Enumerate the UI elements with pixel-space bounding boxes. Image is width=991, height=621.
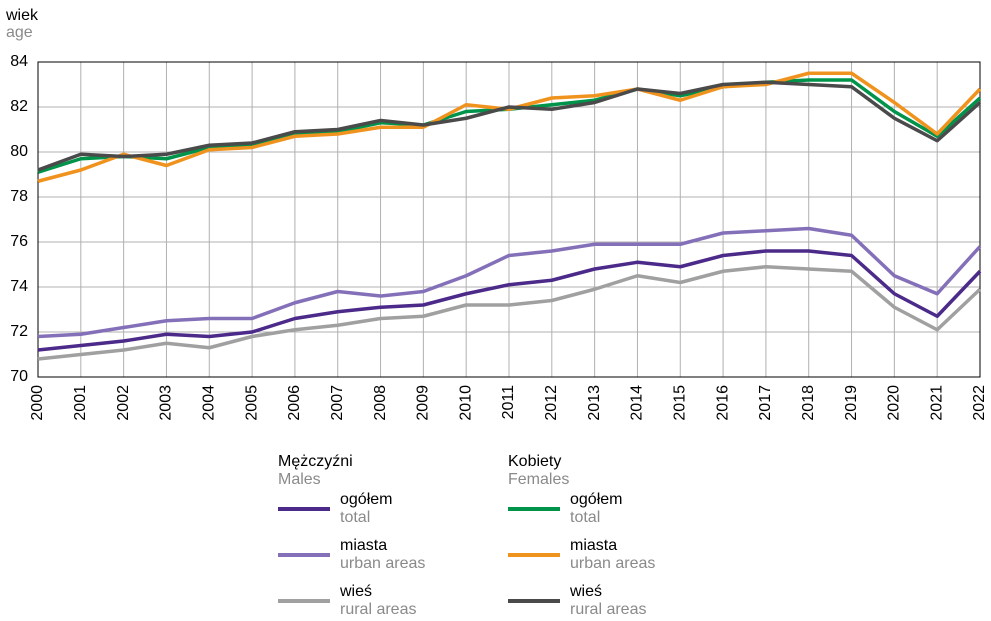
legend-label-en: total — [340, 509, 370, 526]
y-tick-label: 76 — [10, 233, 28, 250]
legend-label: wieś — [339, 583, 372, 600]
x-tick-label: 2021 — [928, 385, 945, 421]
x-tick-label: 2006 — [286, 385, 303, 421]
legend-group-subtitle: Males — [278, 471, 321, 488]
legend-group-title: Mężczyźni — [278, 453, 353, 470]
x-tick-label: 2019 — [843, 385, 860, 421]
y-axis-label-en: age — [6, 24, 33, 41]
legend-label: ogółem — [340, 491, 392, 508]
x-tick-label: 2009 — [415, 385, 432, 421]
plot-frame — [37, 61, 981, 378]
x-tick-label: 2016 — [714, 385, 731, 421]
y-tick-label: 72 — [10, 323, 28, 340]
legend-label: miasta — [570, 537, 617, 554]
y-tick-label: 70 — [10, 368, 28, 385]
legend-group-title: Kobiety — [508, 453, 561, 470]
x-tick-label: 2020 — [886, 385, 903, 421]
legend-label: wieś — [569, 583, 602, 600]
x-tick-label: 2013 — [586, 385, 603, 421]
series-line — [37, 226, 982, 339]
x-tick-label: 2002 — [115, 385, 132, 421]
y-tick-label: 74 — [10, 278, 28, 295]
y-tick-label: 84 — [10, 53, 28, 70]
series-line — [37, 265, 982, 361]
y-axis-label: wiek — [5, 7, 39, 24]
x-tick-label: 2011 — [500, 385, 517, 420]
x-tick-label: 2014 — [629, 385, 646, 421]
legend-label-en: urban areas — [570, 555, 655, 572]
x-tick-label: 2000 — [29, 385, 46, 421]
y-tick-label: 80 — [10, 143, 28, 160]
series-line — [37, 249, 982, 352]
series-line — [37, 80, 982, 172]
y-tick-label: 82 — [10, 98, 28, 115]
x-tick-label: 2003 — [158, 385, 175, 421]
legend-label-en: total — [570, 509, 600, 526]
x-tick-label: 2018 — [800, 385, 817, 421]
x-tick-label: 2005 — [243, 385, 260, 421]
legend-label-en: rural areas — [340, 601, 416, 618]
x-tick-label: 2012 — [543, 385, 560, 421]
legend-group-subtitle: Females — [508, 471, 569, 488]
x-tick-label: 2022 — [971, 385, 988, 421]
y-tick-label: 78 — [10, 188, 28, 205]
legend-label-en: rural areas — [570, 601, 646, 618]
x-tick-label: 2007 — [329, 385, 346, 421]
legend-label: miasta — [340, 537, 387, 554]
x-tick-label: 2010 — [457, 385, 474, 421]
legend-label-en: urban areas — [340, 555, 425, 572]
series-line — [37, 71, 982, 183]
x-tick-label: 2004 — [200, 385, 217, 421]
x-tick-label: 2015 — [671, 385, 688, 421]
x-tick-label: 2017 — [757, 385, 774, 421]
x-tick-label: 2008 — [372, 385, 389, 421]
legend-label: ogółem — [570, 491, 622, 508]
x-tick-label: 2001 — [72, 385, 89, 421]
